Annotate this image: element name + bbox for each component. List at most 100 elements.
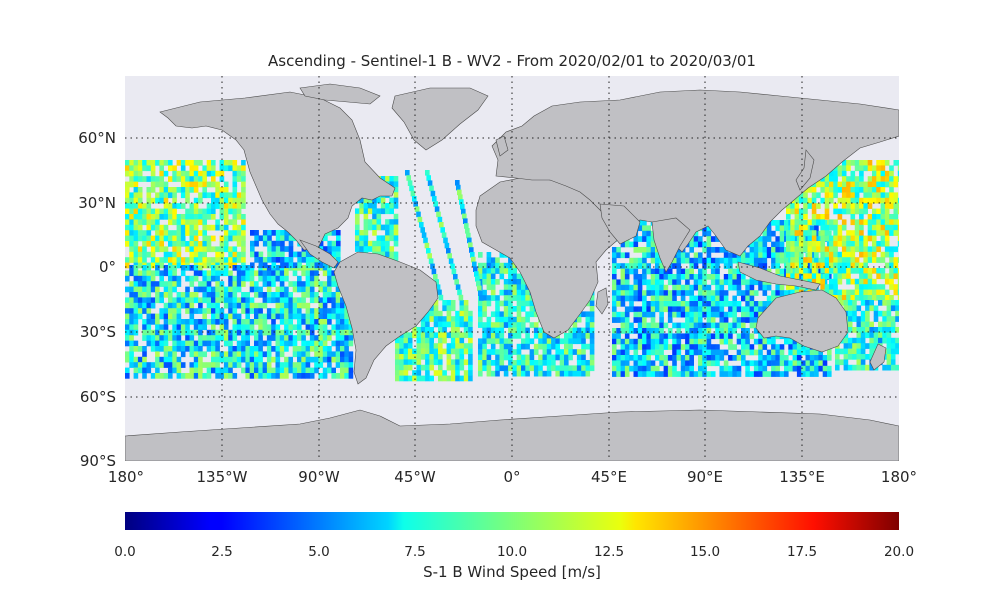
swath-cell [155,241,160,247]
swath-cell [620,295,626,302]
swath-cell [732,317,737,323]
swath-cell [784,220,789,226]
swath-cell [331,373,336,379]
swath-cell [176,335,182,341]
swath-cell [168,235,173,242]
swath-cell [616,333,621,340]
swath-cell [685,311,690,318]
swath-cell [872,295,877,301]
swath-cell [872,170,877,177]
swath-cell [159,262,164,269]
swath-cell [884,224,890,231]
swath-cell [420,348,426,355]
swath-cell [202,219,207,226]
swath-cell [835,364,840,371]
swath-cell [193,235,199,242]
swath-cell [172,275,177,282]
swath-cell [620,252,626,259]
swath-cell [685,252,690,259]
swath-cell [146,313,152,320]
swath-cell [241,329,246,336]
swath-cell [676,252,682,259]
swath-cell [693,317,699,323]
swath-cell [508,343,513,350]
swath-cell [228,235,233,242]
swath-cell [758,365,763,372]
swath-cell [775,263,780,269]
lon-label-135w: 135°W [197,468,248,486]
swath-cell [275,235,281,242]
swath-cell [702,284,707,291]
swath-cell [585,316,591,323]
swath-cell [814,360,819,367]
swath-cell [495,354,500,361]
swath-cell [667,263,673,269]
swath-cell [211,335,216,341]
swath-cell [215,275,220,282]
swath-cell [232,160,238,166]
swath-cell [129,308,134,314]
swath-cell [146,176,152,182]
swath-cell [667,290,673,296]
swath-cell [629,301,634,307]
swath-cell [223,373,229,379]
swath-cell [811,268,817,274]
swath-cell [867,224,873,231]
swath-cell [172,230,177,236]
swath-cell [723,333,729,340]
swath-cell [389,208,394,215]
swath-cell [437,289,442,296]
swath-cell [525,311,530,318]
swath-cell [642,344,647,350]
swath-cell [846,251,851,258]
swath-cell [889,197,894,204]
swath-cell [859,219,864,226]
swath-cell [710,295,716,302]
swath-cell [395,364,400,371]
swath-cell [393,235,399,242]
swath-cell [198,346,203,352]
swath-cell [698,322,703,329]
swath-cell [841,203,847,209]
swath-cell [667,333,673,340]
swath-cell [882,364,887,371]
swath-cell [672,263,677,269]
swath-cell [249,275,255,282]
swath-cell [331,308,336,314]
swath-cell [288,235,294,242]
swath-cell [624,365,630,372]
swath-cell [880,251,886,258]
swath-cell [521,354,526,361]
swath-cell [473,266,478,272]
swath-cell [850,268,856,274]
swath-cell [142,373,147,379]
swath-cell [846,246,851,253]
swath-cell [895,300,899,306]
swath-cell [809,225,815,232]
swath-cell [886,305,892,312]
swath-cell [824,251,830,258]
swath-cell [223,246,229,253]
swath-cell [318,262,324,269]
swath-cell [482,289,487,296]
swath-cell [335,286,341,293]
swath-cell [258,292,263,298]
map-title: Ascending - Sentinel-1 B - WV2 - From 20… [268,52,756,70]
swath-cell [236,224,242,231]
swath-cell [215,286,220,293]
swath-cell [206,362,212,368]
swath-cell [185,181,190,188]
swath-cell [363,219,369,225]
swath-cell [249,319,255,325]
swath-cell [867,219,873,226]
swath-cell [794,284,800,290]
swath-cell [884,246,890,253]
swath-cell [741,328,746,334]
swath-cell [533,360,539,366]
swath-cell [193,160,199,166]
swath-cell [146,292,152,298]
swath-cell [758,301,763,307]
swath-cell [616,338,621,345]
swath-cell [425,364,430,371]
swath-cell [219,308,225,314]
